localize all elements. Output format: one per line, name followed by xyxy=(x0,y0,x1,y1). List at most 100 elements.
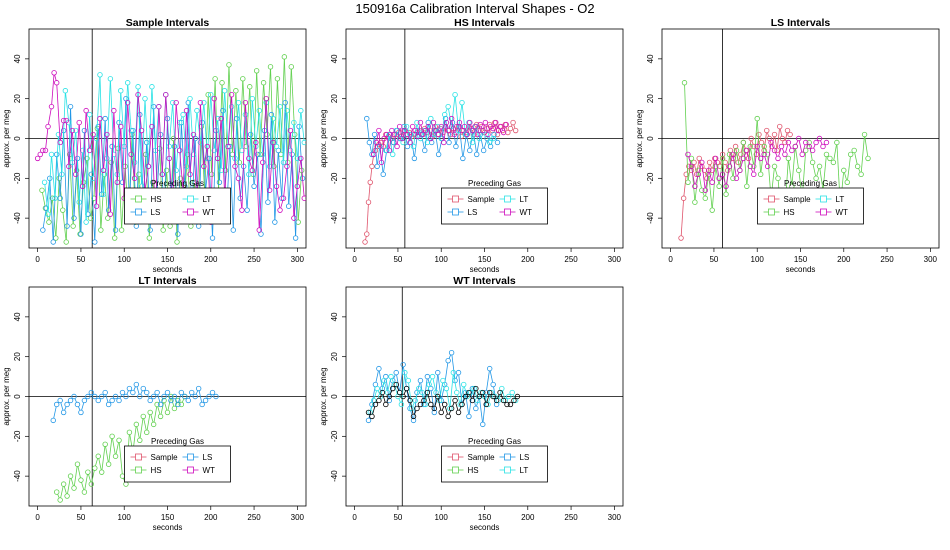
data-point xyxy=(443,385,450,392)
series-segment xyxy=(696,160,700,173)
data-point xyxy=(477,121,483,128)
data-point xyxy=(386,397,392,404)
series-segment xyxy=(262,100,267,161)
series-segment xyxy=(68,132,73,165)
data-point xyxy=(789,147,795,154)
data-point xyxy=(97,72,103,78)
data-point xyxy=(285,203,292,209)
data-point xyxy=(438,123,444,130)
series-segment xyxy=(750,168,754,173)
data-point xyxy=(273,143,280,150)
series-segment xyxy=(78,406,81,411)
y-tick-label: -40 xyxy=(646,212,655,224)
data-point xyxy=(494,139,501,146)
data-point xyxy=(62,88,69,94)
data-point xyxy=(386,147,392,154)
data-point xyxy=(92,465,98,471)
data-point xyxy=(164,409,171,416)
data-point xyxy=(60,481,67,487)
series-segment xyxy=(712,160,716,181)
x-tick-label: 100 xyxy=(435,255,449,264)
series-segment xyxy=(274,152,279,220)
data-point xyxy=(452,397,458,404)
series-segment xyxy=(860,136,865,173)
series-segment xyxy=(269,120,274,165)
legend-entry-ls: LS xyxy=(130,208,160,217)
data-point xyxy=(383,401,389,408)
series-segment xyxy=(370,402,374,411)
legend-square xyxy=(135,208,142,216)
series-segment xyxy=(88,474,92,483)
data-point xyxy=(244,207,250,213)
series-segment xyxy=(756,120,761,173)
data-point xyxy=(211,95,217,102)
x-axis-label: seconds xyxy=(470,265,500,274)
data-point xyxy=(483,131,489,138)
data-point xyxy=(443,119,450,126)
data-point xyxy=(782,139,788,146)
series-segment xyxy=(105,394,109,403)
y-tick-label: 40 xyxy=(646,54,655,63)
data-point xyxy=(744,147,750,154)
x-axis-label: seconds xyxy=(153,523,183,532)
data-point xyxy=(55,131,62,138)
series-segment xyxy=(279,108,284,161)
data-point xyxy=(70,223,76,229)
series-segment xyxy=(383,152,387,173)
series-segment xyxy=(376,132,379,141)
data-point xyxy=(419,389,425,396)
data-point xyxy=(712,155,719,162)
data-point xyxy=(400,393,406,400)
series-segment xyxy=(372,406,376,415)
series-segment xyxy=(788,160,792,185)
series-black xyxy=(365,381,521,420)
data-point xyxy=(192,393,198,400)
series-segment xyxy=(368,184,371,200)
data-point xyxy=(215,155,221,162)
x-tick-label: 50 xyxy=(709,255,718,264)
data-point xyxy=(188,223,194,229)
data-point xyxy=(228,103,235,110)
series-segment xyxy=(87,176,92,212)
data-point xyxy=(124,80,131,86)
data-point xyxy=(435,393,441,400)
data-point xyxy=(726,163,733,170)
series-segment xyxy=(258,164,264,228)
series-segment xyxy=(51,156,56,196)
data-point xyxy=(170,135,177,142)
series-segment xyxy=(200,104,205,165)
data-point xyxy=(92,393,98,400)
legend-entry-lt: LT xyxy=(499,195,528,204)
series-segment xyxy=(61,92,66,173)
data-point xyxy=(256,227,262,233)
data-point xyxy=(497,389,503,396)
data-point xyxy=(699,163,705,170)
data-point xyxy=(235,175,242,182)
series-segment xyxy=(168,394,171,399)
data-point xyxy=(480,147,487,154)
series-segment xyxy=(60,486,64,498)
series-segment xyxy=(153,406,158,423)
series-segment xyxy=(113,112,118,181)
data-point xyxy=(388,373,394,380)
data-point xyxy=(54,151,60,158)
series-segment xyxy=(378,370,383,387)
series-segment xyxy=(255,144,260,228)
data-point xyxy=(712,163,719,170)
x-tick-label: 200 xyxy=(837,255,851,264)
data-point xyxy=(85,393,91,400)
data-point xyxy=(371,131,378,138)
y-tick-label: 20 xyxy=(13,352,22,361)
data-point xyxy=(453,143,459,150)
data-point xyxy=(723,183,729,189)
data-point xyxy=(291,119,297,126)
data-point xyxy=(50,417,56,424)
data-point xyxy=(441,401,448,408)
data-point xyxy=(685,179,691,185)
data-point xyxy=(396,123,403,130)
data-point xyxy=(64,223,70,229)
legend-box xyxy=(124,445,231,483)
y-tick-label: 40 xyxy=(13,54,22,63)
data-point xyxy=(126,385,133,392)
series-segment xyxy=(497,394,500,399)
